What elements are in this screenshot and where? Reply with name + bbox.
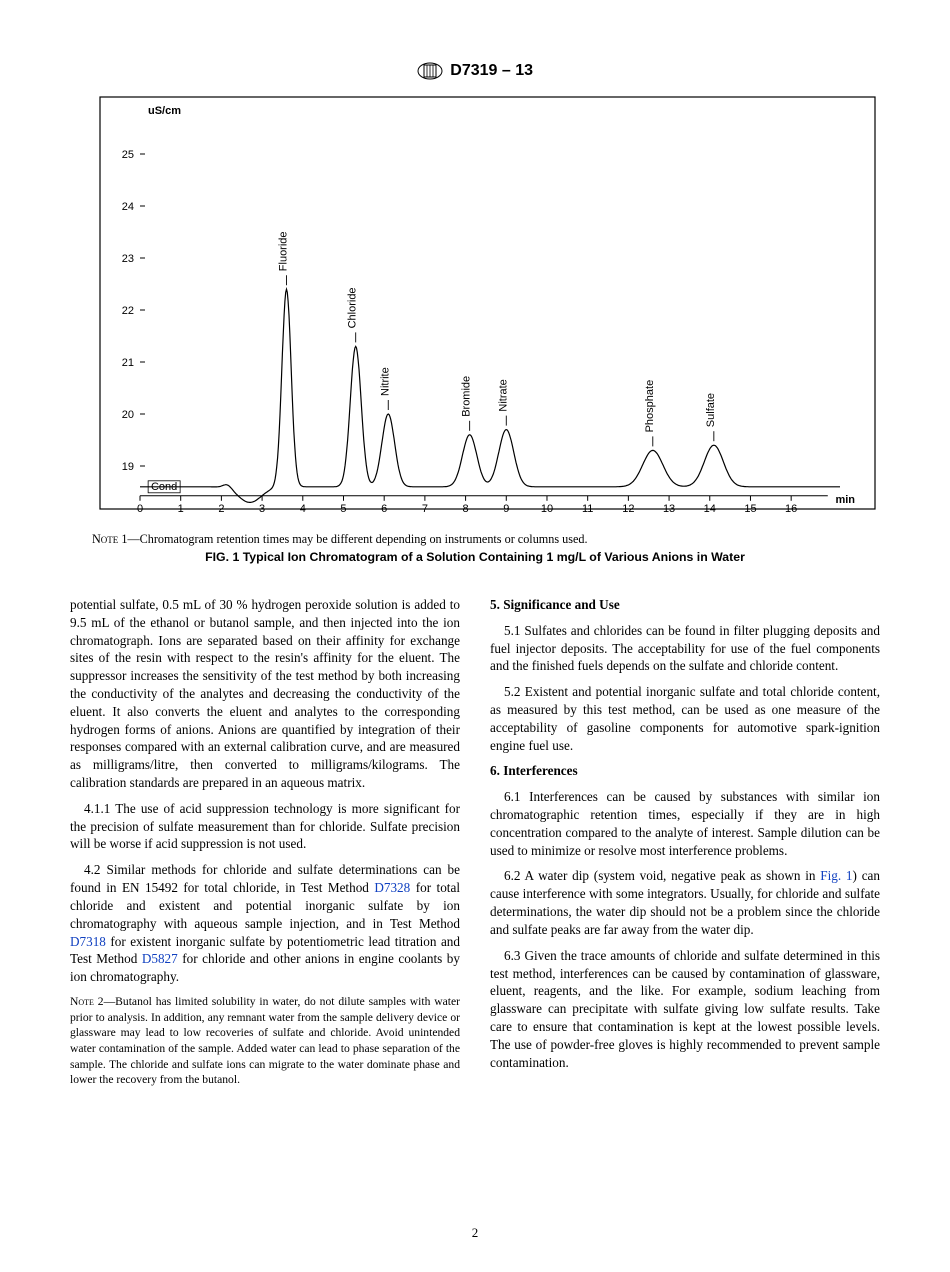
svg-text:11: 11	[582, 503, 593, 515]
para-4-1-1: 4.1.1 The use of acid suppression techno…	[70, 800, 460, 853]
link-d7318[interactable]: D7318	[70, 934, 106, 949]
svg-text:20: 20	[122, 409, 134, 421]
svg-text:Nitrate: Nitrate	[497, 379, 509, 411]
svg-text:3: 3	[259, 503, 265, 515]
svg-text:25: 25	[122, 149, 134, 161]
chromatogram-chart: uS/cm19202122232425012345678910111213141…	[70, 92, 880, 522]
svg-text:14: 14	[704, 503, 716, 515]
para-4-continued: potential sulfate, 0.5 mL of 30 % hydrog…	[70, 596, 460, 792]
svg-text:13: 13	[663, 503, 675, 515]
para-6-1: 6.1 Interferences can be caused by subst…	[490, 788, 880, 859]
para-5-1: 5.1 Sulfates and chlorides can be found …	[490, 622, 880, 675]
standard-designation: D7319 – 13	[450, 62, 533, 79]
svg-text:Bromide: Bromide	[461, 376, 473, 417]
svg-text:8: 8	[463, 503, 469, 515]
link-fig-1[interactable]: Fig. 1	[820, 868, 852, 883]
link-d7328[interactable]: D7328	[374, 880, 410, 895]
svg-text:uS/cm: uS/cm	[148, 105, 181, 117]
para-4-2: 4.2 Similar methods for chloride and sul…	[70, 861, 460, 986]
svg-text:16: 16	[785, 503, 797, 515]
svg-text:5: 5	[340, 503, 346, 515]
svg-text:12: 12	[622, 503, 634, 515]
svg-text:22: 22	[122, 305, 134, 317]
figure-caption: FIG. 1 Typical Ion Chromatogram of a Sol…	[70, 549, 880, 566]
svg-text:0: 0	[137, 503, 143, 515]
svg-text:23: 23	[122, 253, 134, 265]
astm-logo-icon	[417, 60, 443, 82]
figure-1: uS/cm19202122232425012345678910111213141…	[70, 92, 880, 566]
svg-text:15: 15	[744, 503, 756, 515]
body-columns: potential sulfate, 0.5 mL of 30 % hydrog…	[70, 596, 880, 1088]
note-2: Note 2—Butanol has limited solubility in…	[70, 994, 460, 1088]
para-5-2: 5.2 Existent and potential inorganic sul…	[490, 683, 880, 754]
svg-text:1: 1	[178, 503, 184, 515]
svg-text:Chloride: Chloride	[347, 287, 359, 328]
svg-text:4: 4	[300, 503, 306, 515]
svg-text:Fluoride: Fluoride	[278, 231, 290, 271]
svg-text:6: 6	[381, 503, 387, 515]
page-number: 2	[0, 1224, 950, 1242]
svg-text:2: 2	[218, 503, 224, 515]
section-6-heading: 6. Interferences	[490, 762, 880, 780]
figure-note: Note 1—Chromatogram retention times may …	[92, 531, 880, 547]
svg-text:24: 24	[122, 201, 134, 213]
svg-text:10: 10	[541, 503, 553, 515]
svg-text:min: min	[835, 494, 855, 506]
svg-text:Nitrite: Nitrite	[379, 367, 391, 396]
svg-text:21: 21	[122, 357, 134, 369]
section-5-heading: 5. Significance and Use	[490, 596, 880, 614]
svg-text:Sulfate: Sulfate	[705, 393, 717, 427]
para-6-3: 6.3 Given the trace amounts of chloride …	[490, 947, 880, 1072]
link-d5827[interactable]: D5827	[142, 951, 178, 966]
page-header: D7319 – 13	[70, 60, 880, 86]
para-6-2: 6.2 A water dip (system void, negative p…	[490, 867, 880, 938]
svg-text:9: 9	[503, 503, 509, 515]
svg-text:19: 19	[122, 461, 134, 473]
svg-text:7: 7	[422, 503, 428, 515]
svg-text:Phosphate: Phosphate	[644, 380, 656, 433]
